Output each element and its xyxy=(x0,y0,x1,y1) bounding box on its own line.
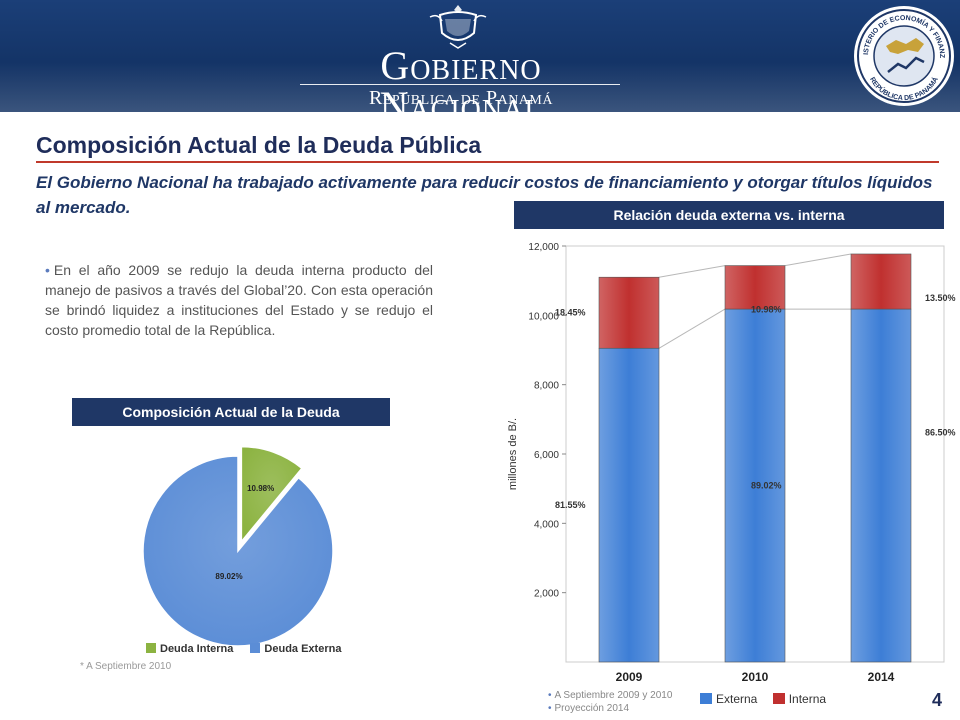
bar-data-label: 81.55% xyxy=(555,500,586,510)
x-tick-label: 2014 xyxy=(868,670,895,684)
y-tick-label: 6,000 xyxy=(534,450,559,461)
bar-data-label: 86.50% xyxy=(925,428,956,438)
bar-footnotes: • A Septiembre 2009 y 2010 • Proyección 20… xyxy=(548,689,672,715)
government-subtitle: República de Panamá xyxy=(369,87,553,109)
bar-data-label: 18.45% xyxy=(555,308,586,318)
stack-connector-line xyxy=(658,265,726,278)
bar-footnote-2: • Proyección 2014 xyxy=(548,703,630,714)
bar-legend-externa: Externa xyxy=(700,692,757,706)
y-tick-label: 4,000 xyxy=(534,519,559,530)
bar-segment-externa xyxy=(850,308,912,663)
header-banner: Gobierno Nacional República de Panamá MI… xyxy=(0,0,960,112)
legend-swatch-interna-bar xyxy=(772,693,785,704)
intro-text: El Gobierno Nacional ha trabajado activa… xyxy=(36,173,933,217)
bar-data-label: 89.02% xyxy=(751,481,782,491)
bar-footnote-1-text: A Septiembre 2009 y 2010 xyxy=(554,690,673,701)
bar-segment-interna xyxy=(850,253,912,310)
bullet-text: En el año 2009 se redujo la deuda intern… xyxy=(45,262,433,338)
banner-glow xyxy=(0,62,960,112)
bar-legend: Externa Interna xyxy=(700,692,838,706)
bullet-dot-icon: • xyxy=(45,262,50,278)
pie-legend-interna-label: Deuda Interna xyxy=(160,643,234,655)
bar-segment-interna xyxy=(724,265,786,310)
coat-of-arms-icon xyxy=(429,5,487,49)
government-title: Gobierno Nacional xyxy=(379,43,543,113)
bar-legend-externa-label: Externa xyxy=(716,692,758,706)
page-number: 4 xyxy=(932,690,943,710)
bar-footnote-2-text: Proyección 2014 xyxy=(554,703,630,714)
bar-footnote-1: • A Septiembre 2009 y 2010 xyxy=(548,690,673,701)
bar-legend-interna: Interna xyxy=(772,692,827,706)
y-tick-label: 12,000 xyxy=(528,242,559,253)
stacked-bar-chart: 2,000 4,000 6,000 8,000 10,000 12,000 millones… xyxy=(507,242,956,684)
legend-swatch-externa-bar xyxy=(700,693,712,704)
legend-swatch-externa xyxy=(250,643,261,653)
pie-legend-externa-label: Deuda Externa xyxy=(264,643,342,655)
bar-data-label: 10.98% xyxy=(751,305,782,315)
bar-legend-interna-label: Interna xyxy=(788,692,827,706)
pie-slice-externa xyxy=(142,455,334,647)
pie-chart: 10.98% 89.02% xyxy=(142,445,334,647)
bar-data-label: 13.50% xyxy=(925,293,956,303)
page-title: Composición Actual de la Deuda Pública xyxy=(36,132,482,158)
title-divider xyxy=(36,161,939,163)
ministry-seal-icon: MINISTERIO DE ECONOMÍA Y FINANZAS REPÚBL… xyxy=(852,4,954,106)
pie-data-label: 10.98% xyxy=(247,484,274,493)
pie-footnote: * A Septiembre 2010 xyxy=(80,661,172,672)
bar-segment-interna xyxy=(598,276,660,349)
bar-chart-header: Relación deuda externa vs. interna xyxy=(514,201,944,229)
stack-connector-line xyxy=(784,253,852,267)
legend-swatch-interna xyxy=(146,643,156,653)
pie-legend: Deuda Interna Deuda Externa xyxy=(146,643,355,655)
bullet-paragraph: • En el año 2009 se redujo la deuda inter… xyxy=(45,260,433,340)
y-tick-label: 2,000 xyxy=(534,589,559,600)
pie-legend-interna: Deuda Interna xyxy=(146,643,233,655)
x-tick-label: 2010 xyxy=(742,670,769,684)
bar-segment-externa xyxy=(724,308,786,663)
y-tick-label: 8,000 xyxy=(534,381,559,392)
title-underline xyxy=(300,84,620,85)
y-axis-label: millones de B/. xyxy=(507,418,519,490)
pie-legend-externa: Deuda Externa xyxy=(250,643,341,655)
pie-slice-interna xyxy=(240,445,303,544)
y-tick-label: 10,000 xyxy=(528,311,559,322)
stack-connector-line xyxy=(658,308,726,349)
pie-chart-header: Composición Actual de la Deuda xyxy=(72,398,390,426)
bar-segment-externa xyxy=(598,347,660,663)
x-tick-label: 2009 xyxy=(616,670,643,684)
pie-data-label: 89.02% xyxy=(215,572,242,581)
